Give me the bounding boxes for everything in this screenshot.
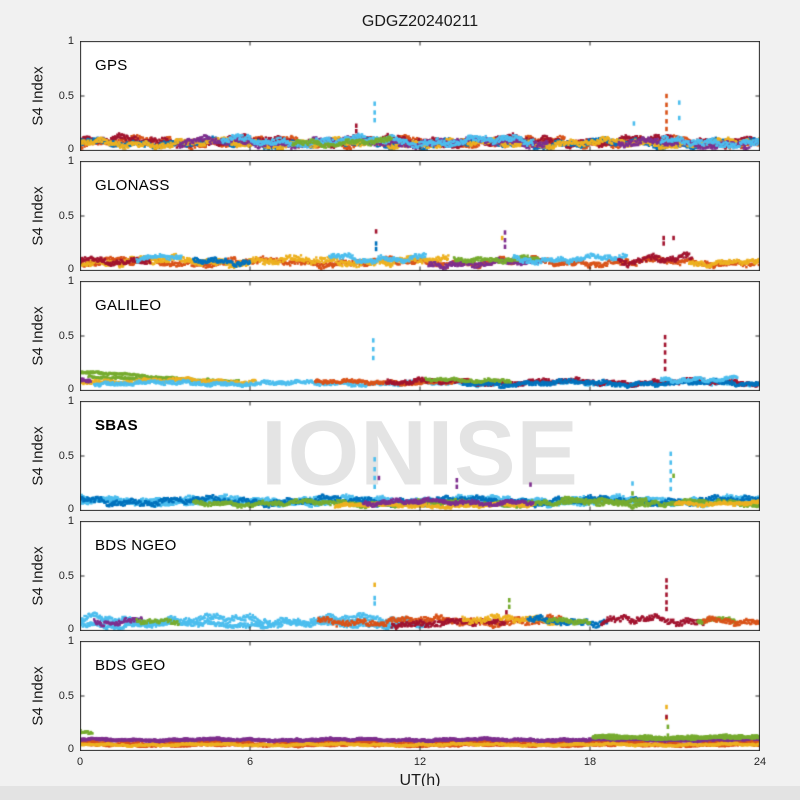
sbas-plot-canvas [80, 401, 760, 511]
galileo-plot-canvas [80, 281, 760, 391]
xtick-12: 12 [413, 756, 427, 768]
ytick-1: 1 [67, 35, 74, 47]
xtick-0: 0 [76, 756, 84, 768]
ytick-1: 1 [67, 395, 74, 407]
panel-gps: GPS 1 0.5 0 S4 Index [30, 35, 760, 155]
ytick-1: 1 [67, 635, 74, 647]
y-axis-label: S4 Index [29, 186, 47, 246]
ytick-1: 1 [67, 155, 74, 167]
panel-label-gps: GPS [95, 57, 128, 74]
bds-geo-plot-canvas [80, 641, 760, 751]
panel-galileo: GALILEO 1 0.5 0 S4 Index [30, 275, 760, 395]
ytick-0-5: 0.5 [58, 450, 74, 462]
panel-label-glonass: GLONASS [95, 177, 170, 194]
ytick-1: 1 [67, 275, 74, 287]
ytick-0-5: 0.5 [58, 90, 74, 102]
ytick-0: 0 [67, 743, 74, 755]
y-axis-label: S4 Index [29, 546, 47, 606]
xtick-24: 24 [753, 756, 767, 768]
xtick-6: 6 [246, 756, 254, 768]
ytick-0-5: 0.5 [58, 210, 74, 222]
bds-ngeo-plot-canvas [80, 521, 760, 631]
y-axis-label: S4 Index [29, 666, 47, 726]
ytick-0-5: 0.5 [58, 690, 74, 702]
ytick-0: 0 [67, 503, 74, 515]
panel-label-galileo: GALILEO [95, 297, 162, 314]
panel-sbas: IONISE SBAS 1 0.5 0 S4 Index [30, 395, 760, 515]
ytick-0: 0 [67, 143, 74, 155]
y-axis-label: S4 Index [29, 306, 47, 366]
ytick-0: 0 [67, 623, 74, 635]
ytick-0: 0 [67, 383, 74, 395]
gps-plot-canvas [80, 41, 760, 151]
ytick-0-5: 0.5 [58, 330, 74, 342]
panel-label-bds-ngeo: BDS NGEO [95, 537, 177, 554]
panel-bds-geo: BDS GEO 1 0.5 0 S4 Index [30, 635, 760, 755]
y-axis-label: S4 Index [29, 426, 47, 486]
y-axis-label: S4 Index [29, 66, 47, 126]
x-axis-label: UT(h) [399, 772, 441, 789]
panel-label-sbas: SBAS [95, 417, 138, 434]
ytick-1: 1 [67, 515, 74, 527]
glonass-plot-canvas [80, 161, 760, 271]
panel-bds-ngeo: BDS NGEO 1 0.5 0 S4 Index [30, 515, 760, 635]
panel-label-bds-geo: BDS GEO [95, 657, 166, 674]
figure-title: GDGZ20240211 [361, 13, 479, 30]
xtick-18: 18 [583, 756, 597, 768]
bottom-strip [0, 786, 800, 800]
ytick-0-5: 0.5 [58, 570, 74, 582]
ytick-0: 0 [67, 263, 74, 275]
panel-glonass: GLONASS 1 0.5 0 S4 Index [30, 155, 760, 275]
